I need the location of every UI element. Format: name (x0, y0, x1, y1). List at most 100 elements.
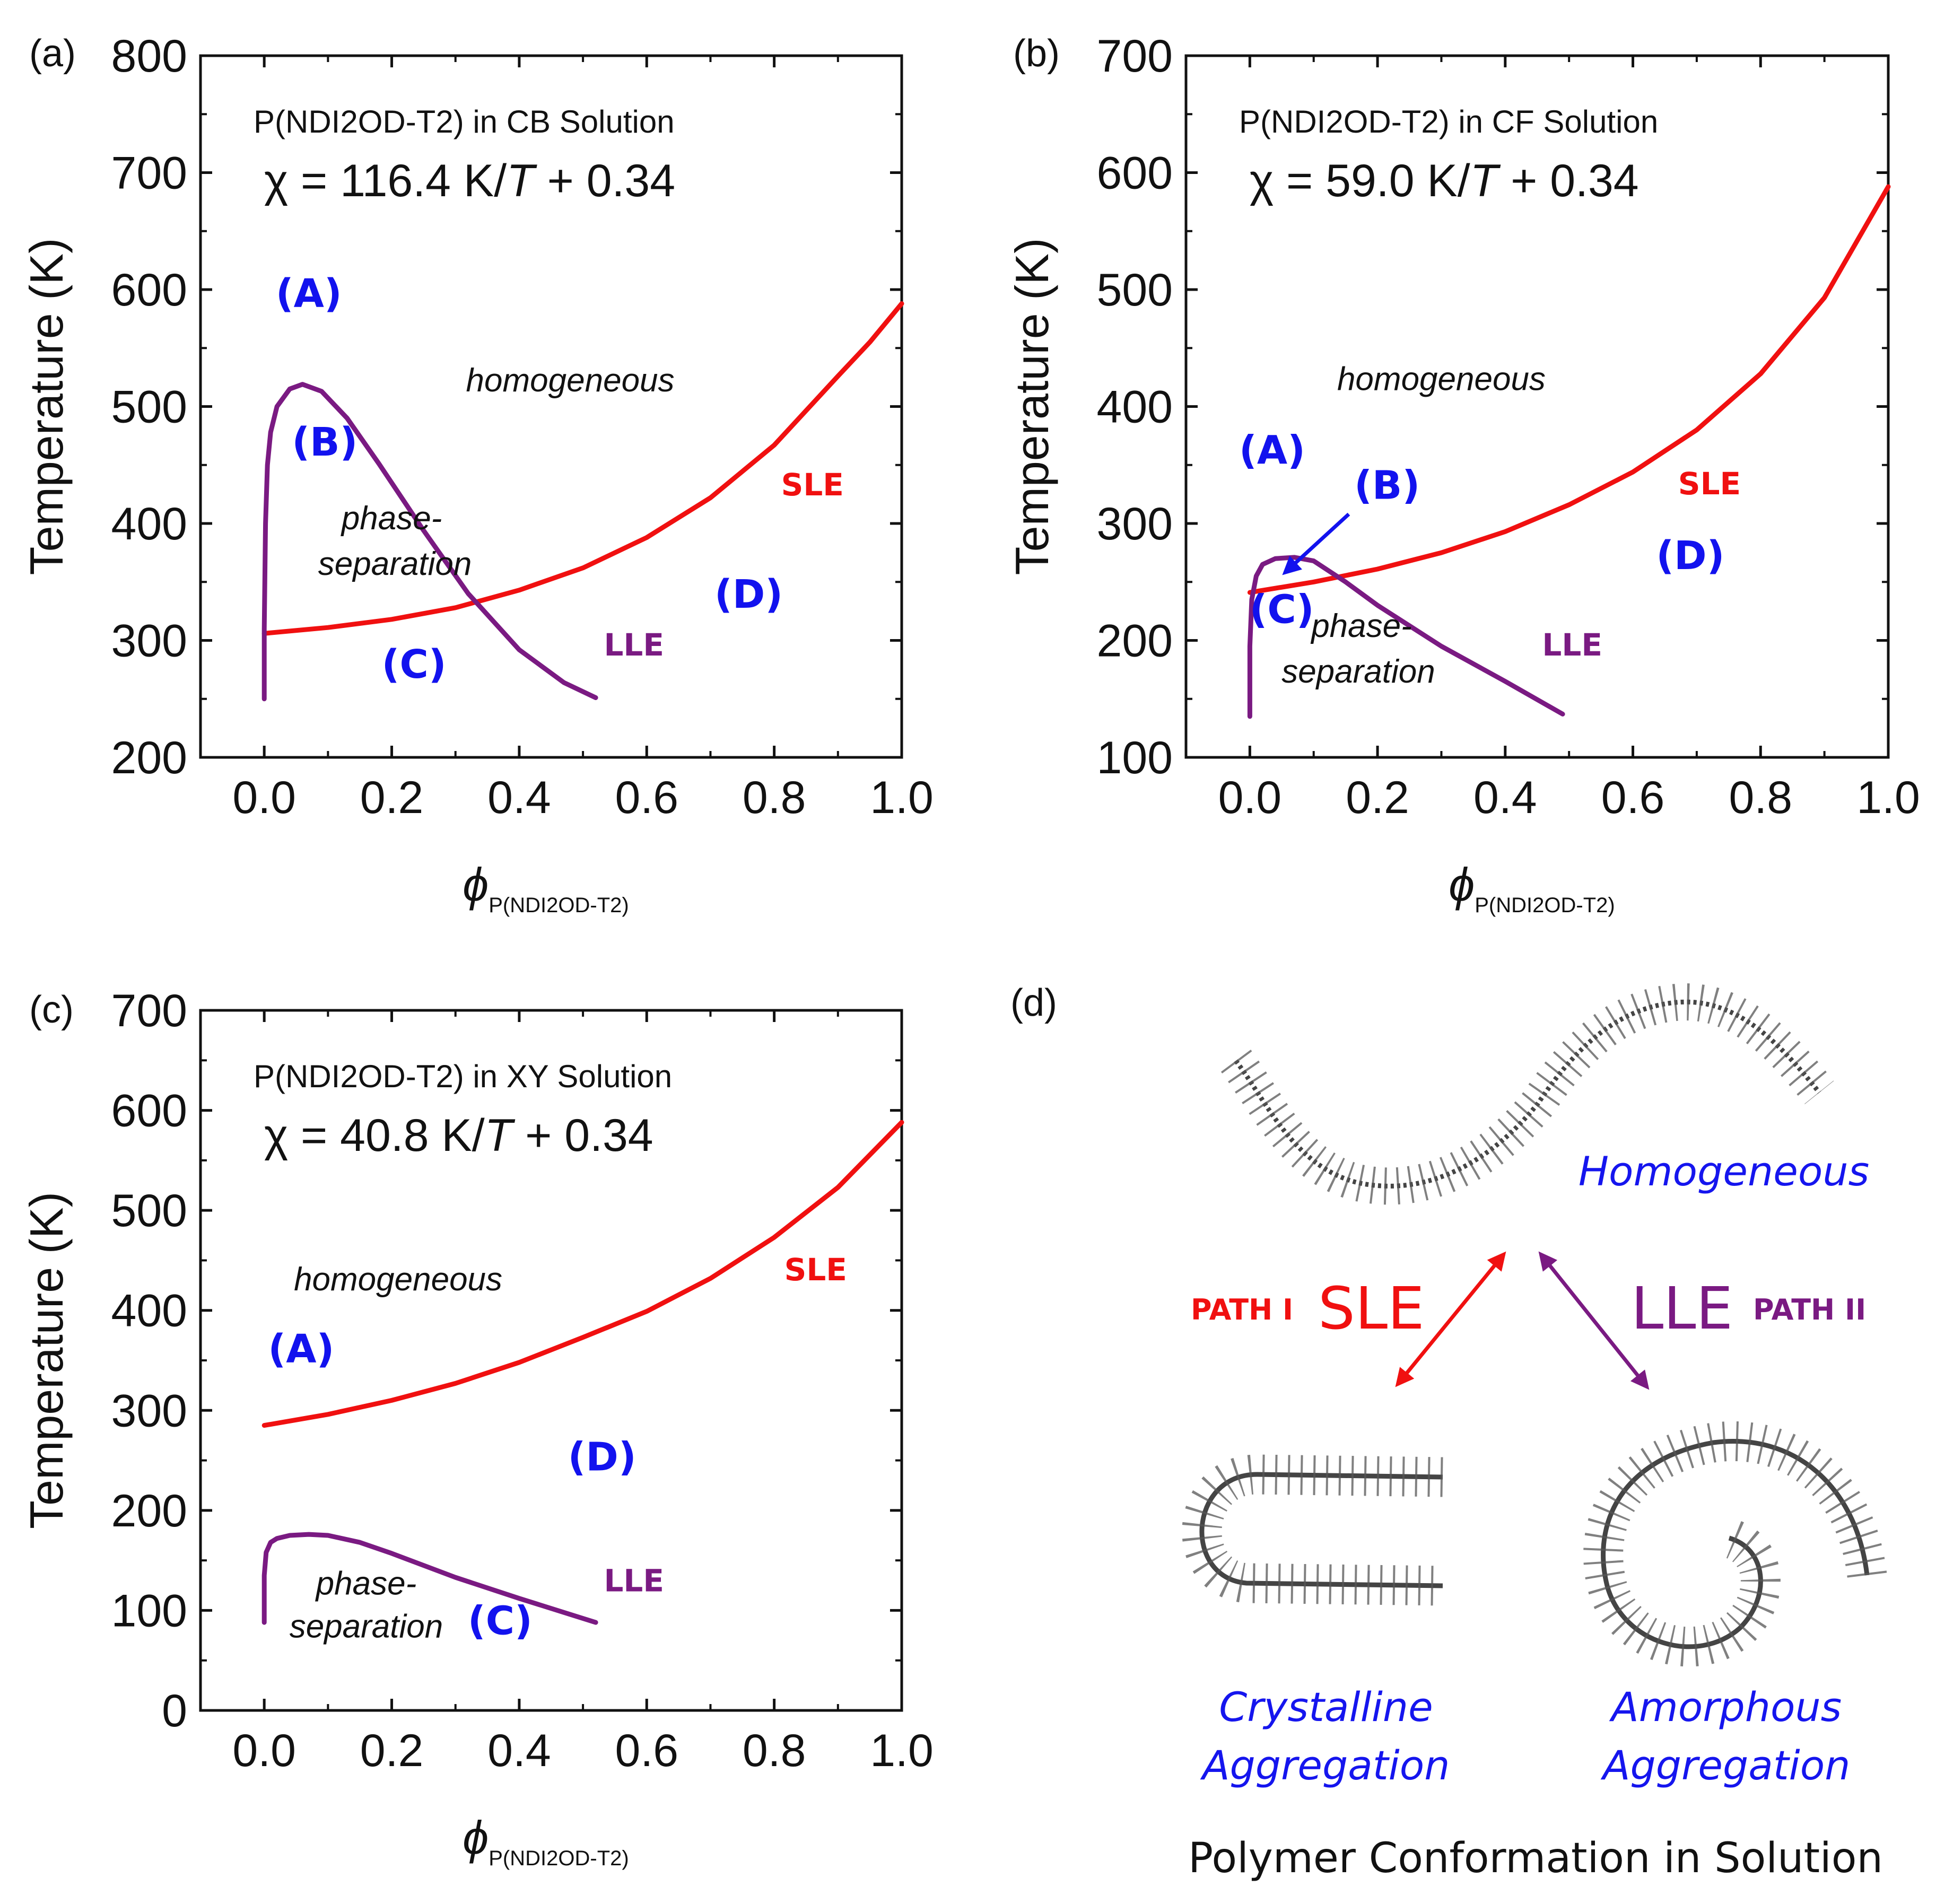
chi-suffix: + 0.34 (535, 155, 675, 206)
y-tick-label: 300 (1097, 499, 1173, 549)
x-tick-label: 0.6 (615, 1725, 678, 1776)
chart-subtitle-a: P(NDI2OD-T2) in CB Solution (254, 104, 675, 139)
annotation-label: separation (318, 546, 472, 582)
y-tick-label: 100 (111, 1585, 188, 1636)
x-axis-title: ϕP(NDI2OD-T2) (463, 858, 629, 917)
annotation-label: (D) (1656, 533, 1724, 579)
y-tick-label: 700 (111, 985, 188, 1036)
annotation-label: (B) (292, 420, 357, 465)
region-b-pointer-arrow (1282, 512, 1350, 575)
annotation-label: SLE (784, 1252, 847, 1288)
x-tick-label: 1.0 (870, 1725, 934, 1776)
y-tick-label: 600 (1097, 148, 1173, 199)
y-tick-label: 700 (1097, 31, 1173, 82)
sle-path-label: SLE (1318, 1274, 1425, 1342)
annotation-label: phase- (1310, 608, 1412, 644)
annotation-label: homogeneous (466, 362, 675, 399)
x-tick-label: 0.2 (360, 772, 424, 823)
chart-a: 0.0 0.2 0.4 0.6 0.8 1.0 200 300 400 500 600 700 800 T… (20, 31, 934, 917)
y-axis-title: Temperature (K) (1006, 238, 1058, 575)
annotation-label: (D) (568, 1434, 636, 1480)
annotation-label: (A) (1239, 428, 1305, 474)
x-tick-label: 0.6 (615, 772, 678, 823)
y-tick-label: 200 (111, 1486, 188, 1536)
path-i-arrow (1395, 1251, 1506, 1387)
y-tick-label: 300 (111, 616, 188, 667)
x-tick-label: 0.8 (743, 772, 806, 823)
x-axis-symbol: ϕ (463, 858, 489, 911)
x-tick-label: 0.4 (487, 772, 551, 823)
panel-label-a: (a) (29, 32, 76, 75)
annotation-label: (C) (382, 642, 447, 687)
y-axis-title: Temperature (K) (20, 238, 73, 575)
chi-temperature-symbol: T (1470, 155, 1501, 206)
panel-label-c: (c) (29, 989, 74, 1031)
x-tick-label: 0.0 (232, 772, 296, 823)
annotation-label: LLE (1542, 627, 1602, 663)
y-tick-label: 700 (111, 148, 188, 199)
annotation-label: (A) (268, 1326, 334, 1372)
annotation-label: phase- (341, 500, 442, 537)
chart-subtitle-c: P(NDI2OD-T2) in XY Solution (254, 1059, 672, 1094)
chi-temperature-symbol: T (485, 1110, 516, 1161)
x-tick-label: 0.6 (1601, 772, 1665, 823)
annotation-label: SLE (1678, 466, 1741, 502)
panel-label-b: (b) (1013, 32, 1060, 75)
chart-c: 0.0 0.2 0.4 0.6 0.8 1.0 0 100 200 300 400 500 600 700… (20, 985, 934, 1870)
path-ii-label: PATH II (1753, 1293, 1866, 1326)
y-tick-label: 600 (111, 265, 188, 316)
y-tick-label: 500 (1097, 265, 1173, 316)
chart-b: 0.0 0.2 0.4 0.6 0.8 1.0 100 200 300 400 500 600 700 T… (1006, 31, 1920, 917)
series-line-sle-b (1247, 184, 1891, 595)
annotation-label: (C) (1250, 587, 1314, 632)
y-tick-label: 500 (111, 382, 188, 433)
crystalline-label-line2: Aggregation (1200, 1742, 1450, 1789)
y-tick-label: 200 (111, 732, 188, 783)
y-tick-label: 400 (111, 1286, 188, 1337)
x-axis-subscript: P(NDI2OD-T2) (489, 894, 629, 917)
x-tick-label: 0.2 (1346, 772, 1409, 823)
panel-d-label: (d) (1010, 982, 1057, 1024)
x-axis-title: ϕP(NDI2OD-T2) (463, 1811, 629, 1870)
y-tick-label: 400 (1097, 382, 1173, 433)
series-line-lle-c (261, 1532, 598, 1625)
chi-temperature-symbol: T (507, 155, 537, 206)
chi-prefix: χ = 116.4 K/ (264, 155, 507, 206)
x-axis-title: ϕP(NDI2OD-T2) (1449, 858, 1615, 917)
annotation-label: homogeneous (1337, 361, 1546, 398)
y-tick-label: 500 (111, 1185, 188, 1236)
chi-equation-a: χ = 116.4 K/T + 0.34 (264, 155, 675, 206)
homogeneous-label: Homogeneous (1579, 1148, 1869, 1195)
x-axis-subscript: P(NDI2OD-T2) (1475, 894, 1615, 917)
annotation-label: (B) (1354, 463, 1420, 509)
y-tick-label: 300 (111, 1385, 188, 1436)
annotation-label: (A) (276, 271, 342, 317)
y-tick-label: 100 (1097, 732, 1173, 783)
annotation-label: separation (290, 1608, 443, 1645)
series-line-sle-c (261, 1120, 904, 1428)
path-i-label: PATH I (1191, 1293, 1293, 1326)
chart-subtitle-b: P(NDI2OD-T2) in CF Solution (1239, 104, 1658, 139)
annotation-label: LLE (604, 627, 664, 663)
crystalline-label-line1: Crystalline (1219, 1683, 1433, 1731)
annotation-label: (C) (468, 1599, 533, 1644)
annotation-label: (D) (714, 572, 783, 617)
x-tick-label: 1.0 (1856, 772, 1920, 823)
x-axis-symbol: ϕ (1449, 858, 1475, 911)
chi-prefix: χ = 40.8 K/ (264, 1110, 485, 1161)
annotation-label: homogeneous (294, 1261, 502, 1298)
y-tick-label: 0 (162, 1685, 187, 1736)
x-tick-label: 0.4 (487, 1725, 551, 1776)
path-ii-arrow (1538, 1251, 1650, 1390)
x-tick-label: 0.2 (360, 1725, 424, 1776)
x-tick-label: 0.8 (743, 1725, 806, 1776)
annotation-label: phase- (315, 1565, 417, 1602)
x-axis-symbol: ϕ (463, 1811, 489, 1864)
chi-suffix: + 0.34 (1498, 155, 1638, 206)
annotation-label: LLE (604, 1563, 664, 1599)
chi-prefix: χ = 59.0 K/ (1250, 155, 1470, 206)
crystalline-chain-icon (1182, 1454, 1443, 1606)
y-tick-label: 800 (111, 31, 188, 82)
lle-path-label: LLE (1631, 1274, 1733, 1342)
